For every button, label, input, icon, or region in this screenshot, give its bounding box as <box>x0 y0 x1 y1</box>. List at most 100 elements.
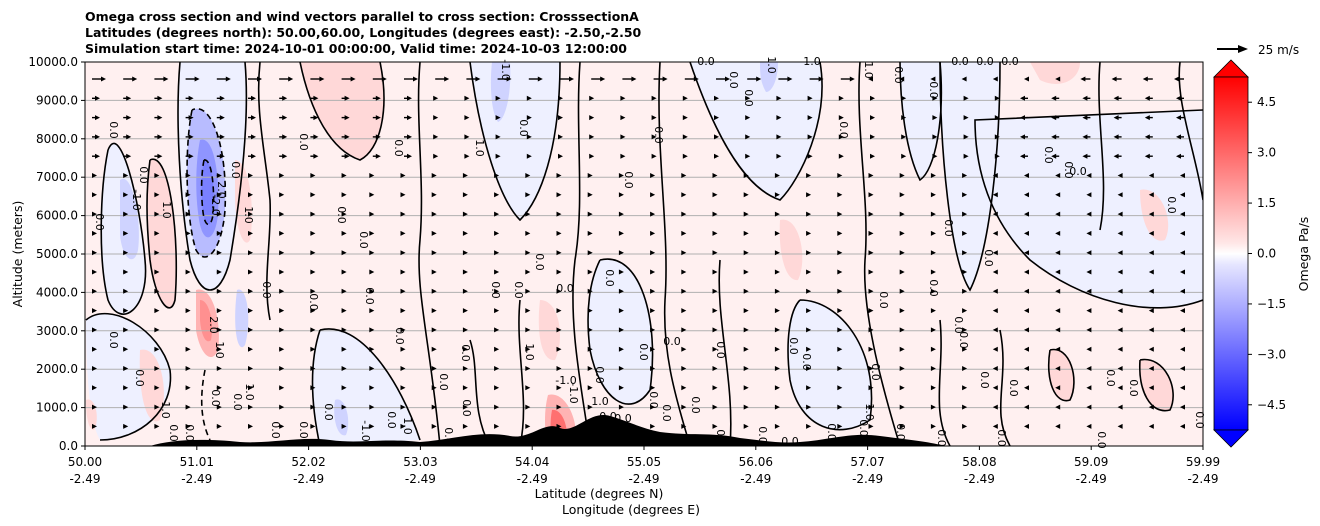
wind-vector <box>806 308 812 314</box>
wind-vector <box>154 423 160 429</box>
wind-vector <box>1055 250 1061 256</box>
wind-vector <box>1180 230 1185 236</box>
wind-vector <box>525 173 531 178</box>
wind-vector <box>774 269 780 275</box>
wind-vector <box>992 346 998 352</box>
wind-vector <box>1117 192 1123 198</box>
contour-label: 0.0 <box>935 429 948 447</box>
wind-vector <box>462 366 468 371</box>
wind-vector <box>962 346 968 352</box>
wind-vector <box>1144 95 1153 101</box>
wind-vector <box>1086 308 1092 314</box>
wind-vector <box>528 76 543 82</box>
colorbar-tick-label: −3.0 <box>1257 347 1286 361</box>
x-tick-label-lat: 54.04 <box>515 455 549 469</box>
wind-vector <box>279 366 285 371</box>
wind-vector <box>1174 76 1184 82</box>
wind-vector <box>123 230 129 236</box>
wind-vector <box>1180 250 1185 256</box>
wind-vector <box>681 230 687 236</box>
zero-contour <box>974 109 1203 309</box>
wind-vector <box>154 115 163 121</box>
wind-vector <box>279 134 288 140</box>
wind-vector <box>930 173 936 178</box>
wind-vector <box>216 404 222 410</box>
wind-vector <box>494 269 500 275</box>
wind-vector <box>431 250 437 256</box>
wind-vector <box>1180 404 1185 410</box>
wind-vector <box>216 288 222 294</box>
x-tick-label-lat: 57.07 <box>850 455 884 469</box>
wind-vector <box>341 76 356 82</box>
contour-fill-layer <box>86 62 1203 446</box>
wind-vector <box>1113 95 1122 101</box>
wind-vector <box>1111 76 1122 82</box>
wind-vector <box>650 288 656 294</box>
contour-label: 0.0 <box>652 126 665 144</box>
contour-label: -2.0 <box>209 194 222 215</box>
contour-label: 0.0 <box>209 389 222 407</box>
wind-vector <box>92 385 97 391</box>
wind-vector <box>1113 115 1122 121</box>
contour-label: 0.0 <box>982 249 995 267</box>
wind-vector <box>431 308 437 314</box>
contour-label: 0.0 <box>1127 379 1140 397</box>
wind-vector <box>992 423 998 429</box>
wind-vector <box>310 76 325 82</box>
wind-vector <box>650 327 656 333</box>
wind-vector <box>774 385 780 391</box>
wind-vector <box>216 423 222 429</box>
wind-vector <box>837 385 843 391</box>
wind-vector <box>899 423 905 429</box>
wind-vector <box>618 423 624 429</box>
contour-label: 0.0 <box>93 213 106 231</box>
wind-vector <box>587 327 593 333</box>
wind-vector <box>526 115 532 121</box>
wind-vector <box>123 115 132 121</box>
wind-vector <box>589 153 595 159</box>
wind-vector <box>248 211 253 217</box>
wind-vector <box>651 153 657 159</box>
x-tick-label-lon: -2.49 <box>1076 472 1107 486</box>
x-tick-label-lon: -2.49 <box>69 472 100 486</box>
wind-vector <box>185 134 194 140</box>
contour-label: 0.0 <box>1062 161 1075 179</box>
wind-vector <box>123 95 132 101</box>
contour-label: 0.0 <box>892 66 905 84</box>
wind-vector <box>494 423 500 429</box>
wind-vector <box>431 192 437 198</box>
wind-vector <box>372 95 381 101</box>
wind-vector <box>279 269 285 275</box>
wind-vector <box>154 346 160 352</box>
wind-vector <box>587 211 593 217</box>
wind-vector <box>745 95 751 101</box>
wind-vector <box>462 308 468 314</box>
wind-vector <box>681 327 687 333</box>
wind-vector <box>556 366 562 371</box>
wind-vector <box>1117 173 1123 178</box>
wind-vector <box>589 115 595 121</box>
wind-vector <box>435 76 450 82</box>
wind-vector <box>123 423 129 429</box>
wind-vector <box>650 423 656 429</box>
wind-vector <box>837 269 843 275</box>
wind-vector <box>714 153 719 159</box>
wind-vector <box>310 404 316 410</box>
wind-vector <box>279 76 294 82</box>
contour-label: 0.0 <box>825 423 838 441</box>
contour-label: 0.0 <box>660 404 673 422</box>
wind-vector <box>216 269 222 275</box>
wind-vector <box>431 366 437 371</box>
wind-vector <box>1055 230 1061 236</box>
wind-vector <box>774 346 780 352</box>
wind-vector <box>838 134 844 140</box>
wind-vector <box>123 250 129 256</box>
wind-vector <box>400 308 406 314</box>
wind-vector <box>248 423 253 429</box>
wind-vector <box>837 230 843 236</box>
wind-vector <box>962 173 968 178</box>
contour-label: 0.0 <box>857 419 870 437</box>
wind-vector <box>462 230 468 236</box>
wind-vector <box>400 211 406 217</box>
wind-vector <box>1148 173 1154 178</box>
